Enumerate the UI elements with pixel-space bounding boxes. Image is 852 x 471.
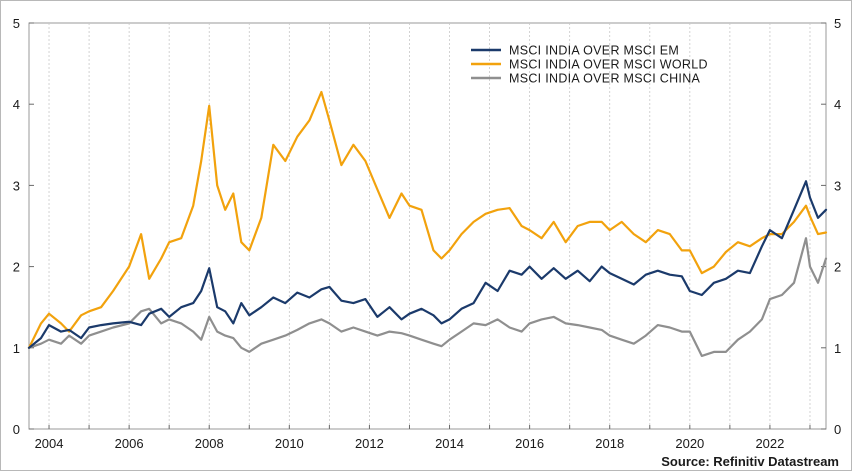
x-tick-label: 2022	[755, 436, 784, 451]
y-tick-label-left: 5	[13, 16, 20, 31]
y-tick-label-left: 3	[13, 178, 20, 193]
plot-area	[28, 22, 827, 430]
legend-label-1: MSCI INDIA OVER MSCI WORLD	[509, 58, 708, 72]
legend-label-0: MSCI INDIA OVER MSCI EM	[509, 44, 679, 58]
y-tick-label-right: 3	[834, 178, 841, 193]
source-note: Source: Refinitiv Datastream	[661, 454, 839, 469]
legend-label-2: MSCI INDIA OVER MSCI CHINA	[509, 72, 701, 86]
y-tick-label-right: 0	[834, 422, 841, 437]
y-tick-label-right: 5	[834, 16, 841, 31]
x-tick-label: 2012	[355, 436, 384, 451]
x-tick-label: 2004	[35, 436, 64, 451]
x-tick-label: 2010	[275, 436, 304, 451]
x-axis: 2004 2006 2008 2010 2012 2014 2016 2018 2020 2022	[35, 425, 811, 451]
series-line-1	[27, 90, 828, 349]
y-tick-label-left: 2	[13, 260, 20, 275]
x-tick-label: 2008	[195, 436, 224, 451]
y-tick-label-left: 0	[13, 422, 20, 437]
y-tick-label-left: 4	[13, 97, 20, 112]
series-line-0	[27, 180, 828, 349]
series-line-2	[27, 237, 828, 357]
x-tick-label: 2020	[675, 436, 704, 451]
y-tick-label-right: 4	[834, 97, 841, 112]
series-lines	[27, 90, 828, 357]
x-tick-label: 2016	[515, 436, 544, 451]
x-tick-label: 2006	[115, 436, 144, 451]
y-tick-label-right: 1	[834, 341, 841, 356]
y-tick-label-left: 1	[13, 341, 20, 356]
y-tick-label-right: 2	[834, 260, 841, 275]
y-axis-left: 0 1 2 3 4 5	[13, 16, 34, 437]
x-tick-label: 2018	[595, 436, 624, 451]
x-tick-label: 2014	[435, 436, 464, 451]
